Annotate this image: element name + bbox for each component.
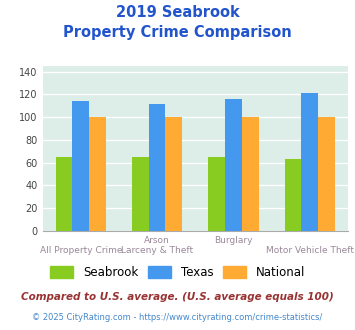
Bar <box>285 159 301 231</box>
Text: Arson: Arson <box>144 236 170 245</box>
Bar <box>56 157 72 231</box>
Bar <box>149 104 165 231</box>
Bar <box>72 101 89 231</box>
Bar <box>318 117 335 231</box>
Bar <box>301 93 318 231</box>
Legend: Seabrook, Texas, National: Seabrook, Texas, National <box>45 262 310 284</box>
Text: 2019 Seabrook: 2019 Seabrook <box>116 5 239 20</box>
Bar <box>165 117 182 231</box>
Text: Larceny & Theft: Larceny & Theft <box>121 246 193 255</box>
Text: © 2025 CityRating.com - https://www.cityrating.com/crime-statistics/: © 2025 CityRating.com - https://www.city… <box>32 314 323 322</box>
Text: Motor Vehicle Theft: Motor Vehicle Theft <box>266 246 354 255</box>
Bar <box>89 117 106 231</box>
Text: Burglary: Burglary <box>214 236 253 245</box>
Text: Compared to U.S. average. (U.S. average equals 100): Compared to U.S. average. (U.S. average … <box>21 292 334 302</box>
Bar <box>132 157 149 231</box>
Bar <box>225 99 242 231</box>
Text: Property Crime Comparison: Property Crime Comparison <box>63 25 292 40</box>
Bar <box>242 117 258 231</box>
Bar <box>208 157 225 231</box>
Text: All Property Crime: All Property Crime <box>39 246 122 255</box>
